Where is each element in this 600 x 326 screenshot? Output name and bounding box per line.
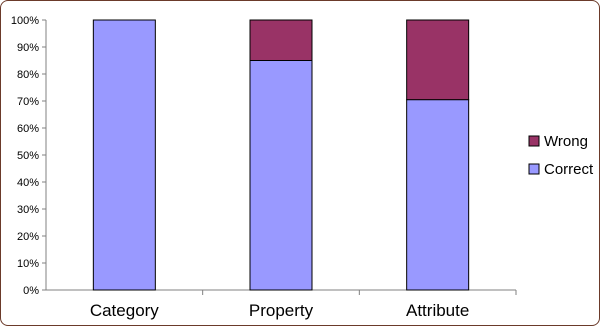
x-category-label: Category [90,301,159,320]
y-tick-label: 60% [17,123,39,135]
bar-wrong-property [249,19,313,61]
x-axis-labels: Category Property Attribute [90,290,517,320]
y-tick-label: 50% [17,150,39,162]
bar-correct-category [92,19,156,291]
bar-correct-property [249,60,313,291]
legend-swatch-correct [528,163,540,175]
y-tick-label: 100% [11,15,39,27]
y-tick-label: 20% [17,231,39,243]
y-tick-label: 90% [17,42,39,54]
legend-swatch-wrong [528,135,540,147]
y-tick-label: 10% [17,258,39,270]
legend: Wrong Correct [528,133,594,178]
x-category-label: Property [249,301,314,320]
bar-correct-attribute [406,99,470,291]
legend-label-wrong: Wrong [544,133,588,150]
y-axis-ticks: 0% 10% 20% 30% 40% 50% 60% 70% 80% 90% 100% [11,15,46,297]
y-tick-label: 30% [17,204,39,216]
y-tick-label: 80% [17,69,39,81]
legend-label-correct: Correct [544,161,594,178]
bars [92,19,470,291]
y-tick-label: 70% [17,96,39,108]
x-category-label: Attribute [406,301,469,320]
bar-wrong-attribute [406,19,470,101]
y-tick-label: 0% [23,285,39,297]
y-tick-label: 40% [17,177,39,189]
